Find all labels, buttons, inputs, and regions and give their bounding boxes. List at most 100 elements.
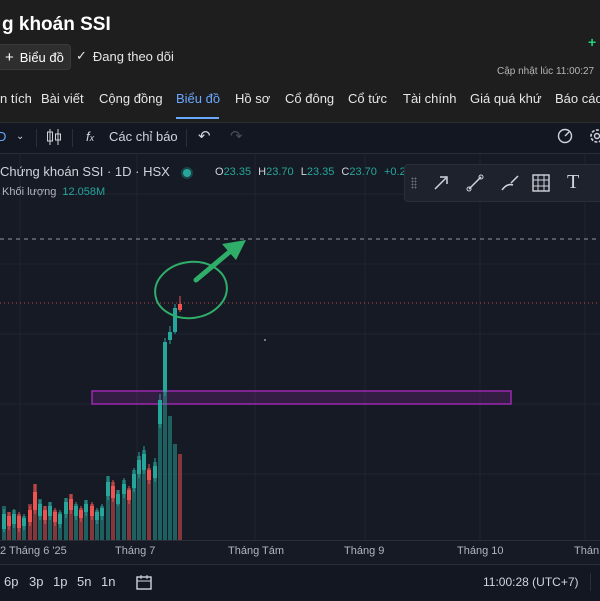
tab-financials[interactable]: Tài chính [403,91,457,106]
volume-bar [147,468,151,540]
candle-body [79,510,83,518]
tab-shareholders[interactable]: Cổ đông [285,91,335,106]
toolbar-divider [36,129,37,147]
tab-chart[interactable]: Biểu đồ [176,91,221,106]
candle-body [106,482,110,496]
chevron-down-icon[interactable]: ⌄ [16,131,25,142]
tab-bar: n tích Bài viết Cộng đồng Biểu đồ Hồ sơ … [0,82,600,123]
toolbar-divider [72,129,73,147]
indicators-button[interactable]: Các chỉ báo [109,129,178,144]
range-3m-button[interactable]: 3p [29,574,44,589]
volume-bar [84,500,88,540]
undo-icon[interactable]: ↶ [198,128,211,145]
candle-body [173,308,177,332]
candlesticks [2,296,182,532]
candle-body [53,512,57,522]
toolbar-divider [186,129,187,147]
interval-selector[interactable]: D [0,129,7,144]
annotation-circle[interactable] [151,257,230,322]
tab-analysis[interactable]: n tích [0,91,32,106]
active-tab-indicator [176,117,219,119]
volume-bar [79,508,83,540]
grid-tool-icon[interactable] [531,173,551,193]
candle-body [111,486,115,498]
bottom-range-bar: 6p 3p 1p 5n 1n 11:00:28 (UTC+7) [0,564,600,601]
stock-header: g khoán SSI + + Biểu đồ ✓ Đang theo dõi … [0,0,600,82]
candle-body [153,466,157,478]
volume-bar [178,454,182,540]
candle-body [7,516,11,526]
chart-button-label: Biểu đồ [19,49,64,65]
follow-button[interactable]: ✓ Đang theo dõi [76,48,174,64]
trend-line-icon[interactable] [465,173,485,193]
candle-body [43,510,47,520]
brush-icon[interactable] [499,173,521,193]
tab-price-history[interactable]: Giá quá khứ [470,91,542,106]
range-6m-button[interactable]: 6p [4,574,19,589]
candle-body [48,506,52,516]
time-tick: Thán [574,545,600,557]
range-1m-button[interactable]: 1p [53,574,68,589]
volume-bar [163,392,167,540]
candle-body [28,510,32,522]
arrow-tool-icon[interactable] [431,173,451,193]
candle-body [38,504,42,516]
range-1d-button[interactable]: 1n [101,574,116,589]
time-tick: 2 Tháng 6 '25 [0,545,67,557]
volume-bar [173,444,177,540]
volume-bar [95,510,99,540]
candle-body [158,400,162,424]
chart-toolbar: D ⌄ fx Các chỉ báo ↶ ↷ [0,123,600,154]
time-tick: Tháng 10 [457,545,504,557]
candle-body [33,492,37,510]
time-tick: Tháng 7 [115,545,156,557]
candle-body [122,484,126,494]
annotation-arrow-icon[interactable] [193,240,246,283]
candle-body [12,514,16,524]
alert-icon[interactable] [556,127,574,148]
volume-bar [127,488,131,540]
calendar-icon[interactable] [135,573,153,596]
candle-body [58,514,62,524]
symbol-legend[interactable]: Chứng khoán SSI · 1D · HSX [0,164,192,179]
price-chart[interactable]: Chứng khoán SSI · 1D · HSX O23.35 H23.70… [0,154,600,564]
page-title: g khoán SSI [2,14,111,35]
candle-body [147,470,151,480]
volume-bar [64,498,68,540]
clock-timezone[interactable]: 11:00:28 (UTC+7) [483,575,579,589]
volume-bar [168,416,172,540]
candle-body [84,504,88,512]
candle-body [90,506,94,516]
drag-handle-icon[interactable] [411,177,417,189]
volume-bar [106,476,110,540]
redo-icon[interactable]: ↷ [230,128,243,145]
text-tool-icon[interactable]: T [567,171,580,193]
drawing-toolbar: T [404,164,600,202]
gear-icon[interactable] [588,127,600,148]
tab-community[interactable]: Cộng đồng [99,91,163,106]
range-5d-button[interactable]: 5n [77,574,92,589]
candle-body [168,332,172,340]
chart-button[interactable]: + Biểu đồ [0,44,71,70]
candlestick-icon[interactable] [46,127,62,150]
candle-body [116,494,120,504]
chart-canvas[interactable] [0,154,600,540]
candle-body [2,514,6,529]
toolbar-divider [590,573,591,591]
candle-body [142,454,146,470]
time-tick: Tháng Tám [228,545,285,557]
tab-articles[interactable]: Bài viết [41,91,84,106]
candle-body [178,304,182,310]
time-axis[interactable]: 2 Tháng 6 '25 Tháng 7 Tháng Tám Tháng 9 … [0,540,600,565]
tab-profile[interactable]: Hồ sơ [235,91,271,106]
support-zone-rectangle[interactable] [91,390,512,405]
add-icon[interactable]: + [588,34,597,50]
volume-bar [69,494,73,540]
volume-bar [111,482,115,540]
volume-bar [90,504,94,540]
tab-dividends[interactable]: Cổ tức [348,91,388,106]
volume-bar [137,456,141,540]
candle-body [132,474,136,488]
function-icon[interactable]: fx [86,129,95,144]
tab-reports[interactable]: Báo cáo [555,91,600,106]
